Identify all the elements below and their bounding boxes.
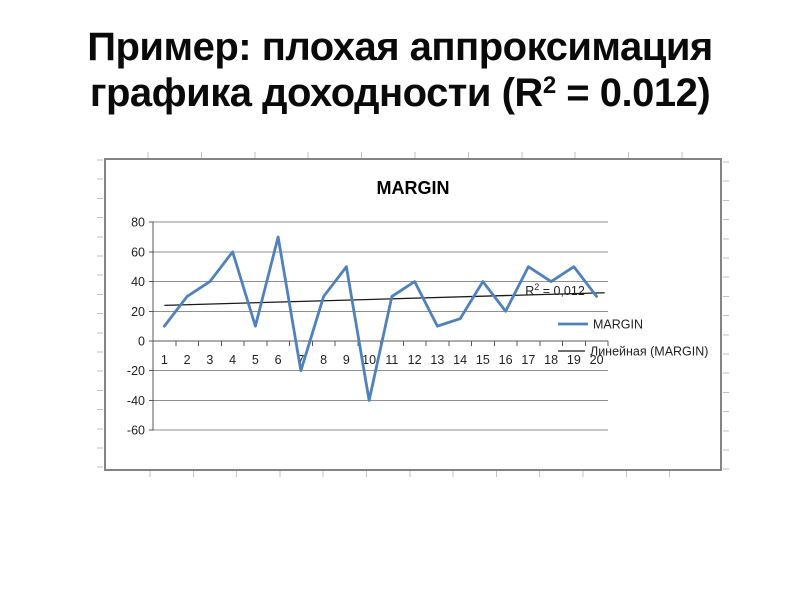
y-axis-label: 40 xyxy=(131,275,145,289)
r-squared-label: R2 = 0,012 xyxy=(525,282,585,298)
chart-title: MARGIN xyxy=(377,178,450,198)
slide-title: Пример: плохая аппроксимация графика дохо… xyxy=(0,24,800,116)
x-axis-label: 4 xyxy=(229,353,236,367)
x-axis-label: 10 xyxy=(362,353,376,367)
x-axis-label: 8 xyxy=(320,353,327,367)
x-axis-label: 7 xyxy=(297,353,304,367)
x-axis-label: 9 xyxy=(343,353,350,367)
margin-chart: 80 60 40 20 0 -20 -40 -60 1 2 3 4 5 6 7 8 9 10 11 12 13 14 15 1… xyxy=(104,158,722,471)
y-axis-label: 80 xyxy=(131,216,145,230)
x-axis-label: 1 xyxy=(161,353,168,367)
legend-trendline-label: Линейная (MARGIN) xyxy=(590,345,708,359)
x-axis-label: 20 xyxy=(590,353,604,367)
y-axis-label: -40 xyxy=(127,394,145,408)
trendline xyxy=(164,292,605,306)
spreadsheet-edge-ticks xyxy=(97,152,729,477)
x-axis-label: 16 xyxy=(499,353,513,367)
x-axis-label: 6 xyxy=(275,353,282,367)
y-axis-label: 60 xyxy=(131,245,145,259)
x-axis-label: 17 xyxy=(521,353,535,367)
x-axis-label: 14 xyxy=(453,353,467,367)
x-axis-label: 11 xyxy=(385,353,398,367)
slide-title-line1: Пример: плохая аппроксимация xyxy=(87,25,713,69)
y-axis-label: 20 xyxy=(131,305,145,319)
x-axis-label: 15 xyxy=(476,353,490,367)
x-axis-label: 18 xyxy=(544,353,558,367)
x-axis-label: 13 xyxy=(430,353,444,367)
x-axis-label: 3 xyxy=(206,353,213,367)
x-axis-label: 19 xyxy=(567,353,581,367)
chart-border xyxy=(104,158,722,471)
slide-title-superscript: 2 xyxy=(542,72,556,99)
legend-margin-label: MARGIN xyxy=(593,318,643,332)
slide-title-line2-pre: графика доходности (R xyxy=(89,71,544,115)
slide-title-line2-post: = 0.012) xyxy=(555,71,711,115)
y-axis-label: 0 xyxy=(138,335,145,349)
x-axis-label: 2 xyxy=(184,353,191,367)
y-axis-label: -60 xyxy=(127,424,145,438)
y-axis-label: -20 xyxy=(127,364,145,378)
x-axis-label: 12 xyxy=(408,353,422,367)
margin-series-line xyxy=(162,235,599,402)
x-axis-label: 5 xyxy=(252,353,259,367)
